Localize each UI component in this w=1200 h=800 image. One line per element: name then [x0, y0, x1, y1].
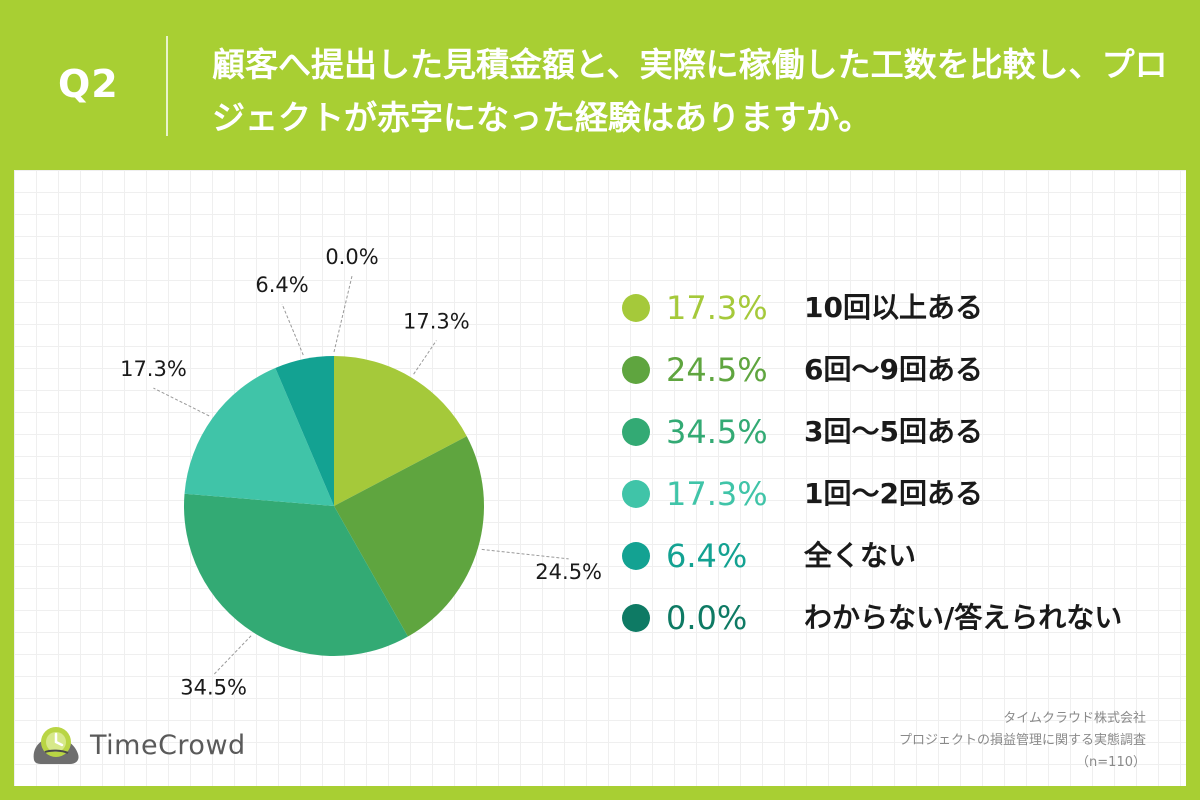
source-survey: プロジェクトの損益管理に関する実態調査	[898, 733, 1146, 748]
legend-percent: 17.3%	[666, 289, 768, 327]
pie-chart: 17.3% 24.5% 34.5% 17.3% 6.4% 0.0%	[120, 245, 602, 700]
legend-item: 24.5% 6回〜9回ある	[622, 350, 1182, 390]
pie-slice	[334, 436, 485, 637]
data-label: 0.0%	[325, 245, 378, 269]
leader-line	[413, 340, 437, 375]
header: Q2 顧客へ提出した見積金額と、実際に稼働した工数を比較し、プロジェクトが赤字に…	[0, 0, 1200, 170]
legend-item: 17.3% 10回以上ある	[622, 288, 1182, 328]
pie-slice	[184, 367, 334, 506]
legend-label: 10回以上ある	[804, 291, 983, 324]
legend-swatch	[622, 418, 650, 446]
legend-item: 34.5% 3回〜5回ある	[622, 412, 1182, 452]
pie-slice	[184, 493, 408, 656]
pie-slice	[334, 356, 467, 506]
source-sample: （n=110）	[1076, 755, 1146, 770]
legend-label: わからない/答えられない	[804, 601, 1123, 634]
leader-line	[281, 303, 304, 356]
data-label: 6.4%	[255, 273, 308, 297]
legend-label: 全くない	[804, 539, 917, 572]
legend-percent: 17.3%	[666, 475, 768, 513]
legend-percent: 24.5%	[666, 351, 768, 389]
legend-label: 1回〜2回ある	[804, 477, 983, 510]
chart-panel: 17.3% 24.5% 34.5% 17.3% 6.4% 0.0% 17.3% 10回以上…	[14, 170, 1186, 786]
legend-percent: 34.5%	[666, 413, 768, 451]
question-divider	[166, 36, 168, 136]
timecrowd-logo-icon	[33, 727, 79, 764]
legend-item: 6.4% 全くない	[622, 536, 1182, 576]
leader-line	[153, 387, 210, 417]
legend-item: 0.0% わからない/答えられない	[622, 598, 1182, 638]
pie-slice	[275, 356, 334, 506]
leader-line	[333, 275, 353, 353]
source-note: タイムクラウド株式会社 プロジェクトの損益管理に関する実態調査 （n=110）	[899, 708, 1146, 774]
data-label: 34.5%	[180, 676, 247, 700]
legend-swatch	[622, 542, 650, 570]
leader-line	[481, 548, 569, 560]
timecrowd-logo: TimeCrowd	[28, 720, 268, 770]
legend-swatch	[622, 480, 650, 508]
source-company: タイムクラウド株式会社	[1003, 711, 1146, 726]
logo-text: TimeCrowd	[90, 730, 246, 761]
legend-swatch	[622, 294, 650, 322]
question-label: Q2	[58, 62, 119, 106]
legend-percent: 6.4%	[666, 537, 748, 575]
legend-label: 6回〜9回ある	[804, 353, 983, 386]
data-label: 17.3%	[120, 357, 187, 381]
data-label: 17.3%	[403, 310, 470, 334]
legend-label: 3回〜5回ある	[804, 415, 983, 448]
legend-percent: 0.0%	[666, 599, 748, 637]
leader-line	[213, 635, 252, 676]
question-text: 顧客へ提出した見積金額と、実際に稼働した工数を比較し、プロジェクトが赤字になった…	[212, 45, 1168, 137]
legend-item: 17.3% 1回〜2回ある	[622, 474, 1182, 514]
legend-swatch	[622, 356, 650, 384]
legend-swatch	[622, 604, 650, 632]
data-label: 24.5%	[535, 560, 602, 584]
